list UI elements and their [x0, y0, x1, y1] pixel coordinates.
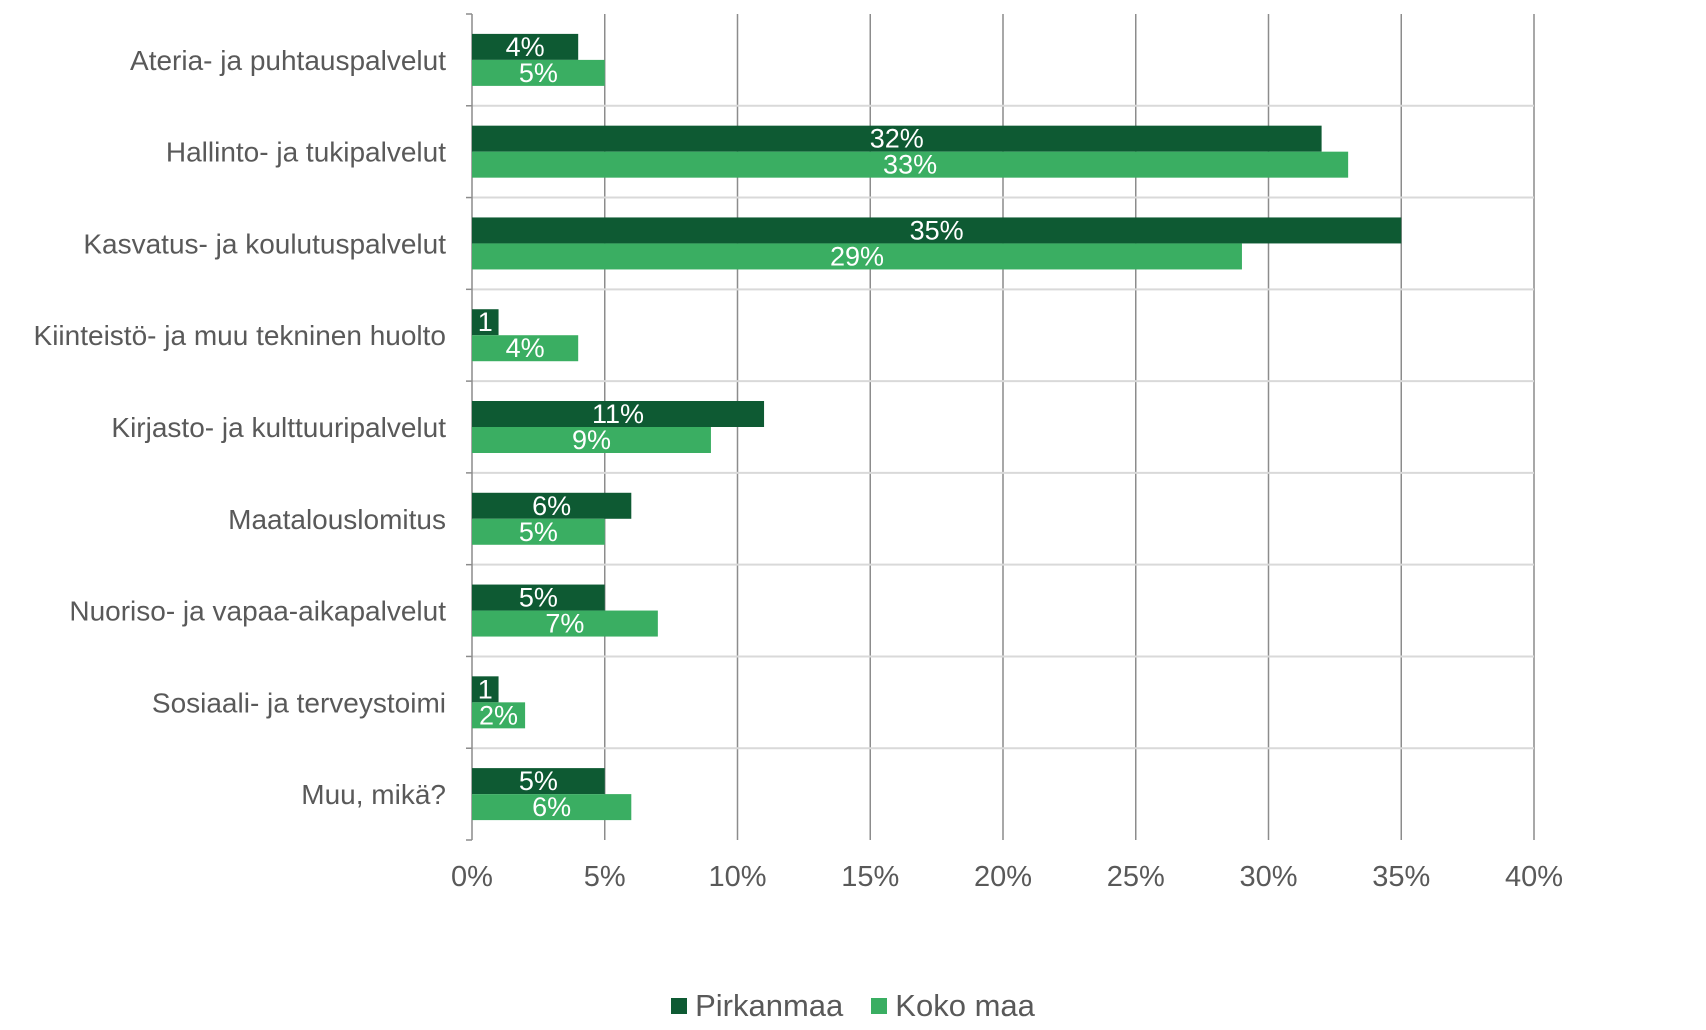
data-label: 2%	[479, 700, 518, 730]
data-label: 9%	[572, 425, 611, 455]
category-label: Kasvatus- ja koulutuspalvelut	[83, 228, 446, 259]
data-label: 33%	[883, 150, 937, 180]
category-label: Kirjasto- ja kulttuuripalvelut	[111, 412, 446, 443]
legend: Pirkanmaa Koko maa	[0, 988, 1706, 1024]
data-label: 7%	[545, 609, 584, 639]
category-label: Nuoriso- ja vapaa-aikapalvelut	[69, 596, 446, 627]
x-tick-label: 30%	[1239, 861, 1297, 893]
x-tick-label: 5%	[584, 861, 626, 893]
data-label: 4%	[506, 333, 545, 363]
x-tick-label: 25%	[1107, 861, 1165, 893]
legend-swatch-koko-maa	[871, 998, 887, 1014]
x-tick-label: 35%	[1372, 861, 1430, 893]
bar-chart: 0% 5% 10% 15% 20% 25% 30% 35% 40%Ateria- ja puht…	[0, 0, 1706, 975]
category-label: Hallinto- ja tukipalvelut	[166, 137, 446, 168]
category-label: Muu, mikä?	[301, 779, 446, 810]
x-tick-label: 10%	[708, 861, 766, 893]
data-label: 35%	[910, 215, 964, 245]
data-label: 5%	[519, 517, 558, 547]
x-tick-label: 40%	[1505, 861, 1563, 893]
category-label: Maatalouslomitus	[228, 504, 446, 535]
x-tick-label: 20%	[974, 861, 1032, 893]
category-label: Kiinteistö- ja muu tekninen huolto	[34, 320, 446, 351]
x-tick-label: 15%	[841, 861, 899, 893]
legend-item-koko-maa: Koko maa	[871, 988, 1035, 1024]
data-label: 1	[478, 307, 493, 337]
category-label: Ateria- ja puhtauspalvelut	[130, 45, 446, 76]
legend-item-pirkanmaa: Pirkanmaa	[671, 988, 843, 1024]
data-label: 6%	[532, 792, 571, 822]
legend-swatch-pirkanmaa	[671, 998, 687, 1014]
category-label: Sosiaali- ja terveystoimi	[152, 687, 446, 718]
data-label: 29%	[830, 241, 884, 271]
data-label: 5%	[519, 58, 558, 88]
legend-label-koko-maa: Koko maa	[895, 988, 1035, 1024]
legend-label-pirkanmaa: Pirkanmaa	[695, 988, 843, 1024]
x-tick-label: 0%	[451, 861, 493, 893]
